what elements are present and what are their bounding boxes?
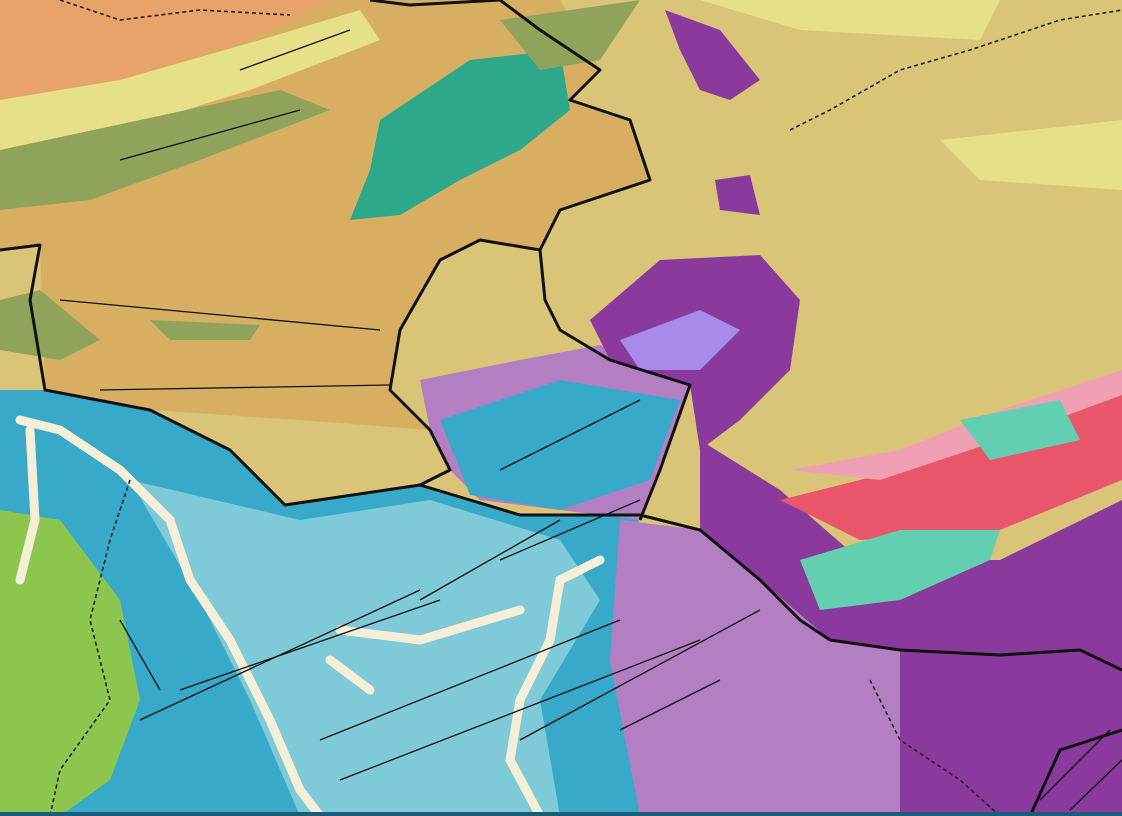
purple-north-2 bbox=[715, 175, 760, 215]
olive-west bbox=[0, 290, 100, 360]
olive-band bbox=[0, 90, 330, 210]
fault-line bbox=[619, 679, 721, 731]
river bbox=[335, 605, 525, 645]
fault-line bbox=[419, 519, 561, 601]
green-ridge bbox=[350, 50, 570, 220]
fault-line bbox=[499, 399, 641, 471]
dashed-boundary bbox=[49, 479, 131, 816]
fault-line bbox=[99, 384, 391, 391]
blue-mid-unit bbox=[440, 380, 680, 510]
river bbox=[15, 415, 325, 816]
violet-central bbox=[620, 310, 740, 370]
orange-band bbox=[0, 0, 330, 100]
fault-line bbox=[59, 299, 381, 331]
pink-band bbox=[790, 370, 1122, 480]
province-boundary bbox=[1028, 728, 1122, 816]
light-purple-southeast bbox=[610, 520, 900, 816]
river bbox=[15, 425, 40, 585]
fault-lines bbox=[59, 29, 1122, 811]
bottom-edge-bar bbox=[0, 812, 1122, 816]
fault-line bbox=[119, 619, 161, 691]
turquoise-unit-2 bbox=[960, 400, 1080, 460]
fault-line bbox=[319, 619, 621, 741]
dashed-boundary bbox=[789, 9, 1122, 131]
fault-line bbox=[499, 499, 641, 561]
fault-line bbox=[1039, 729, 1111, 801]
pale-plateau-2 bbox=[940, 120, 1122, 190]
fault-line bbox=[119, 109, 301, 161]
river bbox=[505, 555, 605, 816]
river bbox=[325, 655, 375, 695]
fault-line bbox=[339, 639, 701, 781]
dashed-boundary bbox=[59, 0, 291, 21]
province-boundary bbox=[0, 238, 692, 521]
olive-band-2 bbox=[150, 320, 260, 340]
pale-plateau bbox=[700, 0, 1000, 40]
fault-line bbox=[179, 599, 441, 691]
green-ridge-2 bbox=[500, 0, 640, 70]
turquoise-unit bbox=[800, 530, 1000, 610]
province-boundary bbox=[419, 483, 1122, 672]
yellow-band bbox=[0, 10, 380, 150]
province-boundary bbox=[369, 0, 652, 251]
green-unit bbox=[0, 510, 140, 816]
dark-purple-southeast bbox=[700, 440, 1122, 816]
fault-line bbox=[519, 609, 761, 741]
fault-line bbox=[1069, 759, 1122, 811]
purple-north-unit bbox=[665, 10, 760, 100]
fault-line bbox=[239, 29, 351, 71]
